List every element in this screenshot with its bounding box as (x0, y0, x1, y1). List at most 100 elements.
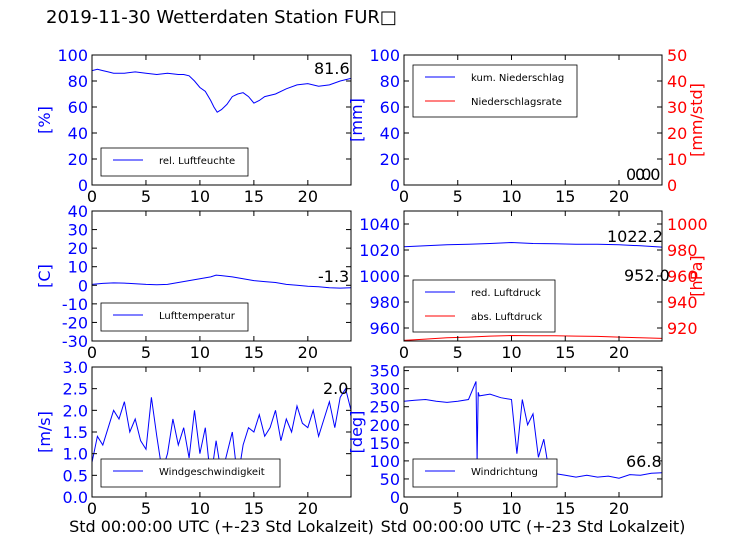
y-tick-label: 40 (380, 124, 400, 143)
y2-tick-label: 920 (667, 319, 698, 338)
y-tick-label: -30 (62, 332, 88, 351)
y2-tick-label: 40 (667, 72, 687, 91)
y-tick-label: 10 (68, 258, 88, 277)
x-axis-label: Std 00:00:00 UTC (+-23 Std Lokalzeit) (69, 517, 374, 536)
y-tick-label: 350 (369, 362, 400, 381)
last-value-annotation: 66.8 (626, 452, 662, 471)
x-tick-label: 5 (453, 343, 463, 362)
legend-label: kum. Niederschlag (471, 73, 564, 84)
y-tick-label: 3.0 (63, 358, 88, 377)
y2-tick-label: 20 (667, 124, 687, 143)
y-tick-label: 0.0 (63, 488, 88, 507)
legend-label: red. Luftdruck (471, 288, 541, 299)
panel-5: 0 5 10 15 20 0.0 0.5 1.0 1.5 2.0 2.5 3.0 [m/s] Windge… (35, 358, 374, 536)
x-tick-label: 5 (141, 343, 151, 362)
x-tick-label: 0 (399, 187, 409, 206)
x-tick-label: 0 (87, 343, 97, 362)
x-tick-label: 20 (298, 187, 318, 206)
panel-frame (91, 210, 352, 342)
y-tick-label: 0 (390, 176, 400, 195)
y2-tick-label: 0 (667, 176, 677, 195)
y2-tick-label: 30 (667, 98, 687, 117)
x-tick-label: 5 (453, 187, 463, 206)
x-tick-label: 5 (141, 499, 151, 518)
y-tick-label: 150 (369, 434, 400, 453)
series-line-4-1 (404, 241, 662, 248)
x-tick-label: 20 (609, 343, 629, 362)
x-tick-label: 10 (190, 187, 210, 206)
series-line-3-1 (92, 274, 351, 289)
y-tick-label: 2.0 (63, 401, 88, 420)
last-value-annotation: 81.6 (314, 59, 350, 78)
y-axis-label: [m/s] (35, 411, 54, 453)
panel-6: 0 5 10 15 20050100150200250300350[deg]Windri… (347, 362, 685, 536)
legend-label: Niederschlagsrate (471, 97, 562, 108)
series-line-1-1 (92, 68, 351, 113)
y-tick-label: -10 (62, 295, 88, 314)
x-tick-label: 20 (298, 499, 318, 518)
y-tick-label: 20 (380, 150, 400, 169)
y2-axis-label: [mm/std] (687, 83, 706, 157)
x-tick-label: 15 (555, 343, 575, 362)
y-tick-label: 250 (369, 398, 400, 417)
x-tick-label: 5 (141, 187, 151, 206)
y-tick-label: 60 (380, 98, 400, 117)
y2-tick-label: 960 (667, 267, 698, 286)
last-value-annotation: -1.3 (318, 267, 349, 286)
y-tick-label: 40 (68, 124, 88, 143)
legend-label: abs. Luftdruck (471, 312, 542, 323)
y-tick-label: 100 (57, 46, 88, 65)
x-tick-label: 10 (501, 187, 521, 206)
legend-box (100, 458, 281, 488)
x-tick-label: 10 (190, 499, 210, 518)
legend-box (412, 458, 558, 488)
y-tick-label: 100 (369, 46, 400, 65)
legend-label: Lufttemperatur (159, 311, 236, 322)
legend-box (412, 279, 556, 333)
panel-frame (403, 54, 663, 186)
y2-axis-label: [hPa] (687, 255, 706, 296)
y-tick-label: 20 (68, 150, 88, 169)
y-axis-label: [mm] (347, 98, 366, 142)
y-tick-label: 1.0 (63, 445, 88, 464)
y2-tick-label: 50 (667, 46, 687, 65)
x-tick-label: 15 (244, 499, 264, 518)
y2-tick-label: 1000 (667, 215, 708, 234)
y2-tick-label: 940 (667, 293, 698, 312)
y-tick-label: -20 (62, 313, 88, 332)
x-tick-label: 10 (190, 343, 210, 362)
y-tick-label: 200 (369, 416, 400, 435)
y-tick-label: 20 (68, 239, 88, 258)
x-tick-label: 15 (555, 499, 575, 518)
y-tick-label: 1000 (359, 267, 400, 286)
y-tick-label: 1040 (359, 215, 400, 234)
x-tick-label: 20 (609, 499, 629, 518)
y-tick-label: 40 (68, 202, 88, 221)
x-tick-label: 15 (244, 343, 264, 362)
y-tick-label: 1.5 (63, 423, 88, 442)
page-title: 2019-11-30 Wetterdaten Station FUR□ (46, 7, 397, 28)
y-tick-label: 0 (78, 276, 88, 295)
x-tick-label: 15 (244, 187, 264, 206)
panel-frame (91, 54, 352, 186)
legend-box (100, 302, 249, 332)
panel-4: 0 5 10 15 2096098010001020104092094096098010… (359, 210, 708, 362)
y-axis-label: [C] (35, 264, 54, 288)
legend-label: Windrichtung (471, 467, 538, 478)
y-tick-label: 0 (78, 176, 88, 195)
x-axis-label: Std 00:00:00 UTC (+-23 Std Lokalzeit) (381, 517, 686, 536)
x-tick-label: 10 (501, 499, 521, 518)
x-tick-label: 5 (453, 499, 463, 518)
last-value-annotation: 2.0 (323, 379, 348, 398)
last-value-annotation: 0.0 (626, 165, 651, 184)
y2-tick-label: 980 (667, 241, 698, 260)
y-tick-label: 300 (369, 380, 400, 399)
panel-frame (403, 366, 663, 498)
legend-label: rel. Luftfeuchte (159, 156, 235, 167)
y2-tick-label: 10 (667, 150, 687, 169)
legend-box (100, 147, 249, 177)
series-line-4-2 (404, 334, 662, 341)
x-tick-label: 15 (555, 187, 575, 206)
y-tick-label: 80 (380, 72, 400, 91)
x-tick-label: 0 (87, 187, 97, 206)
